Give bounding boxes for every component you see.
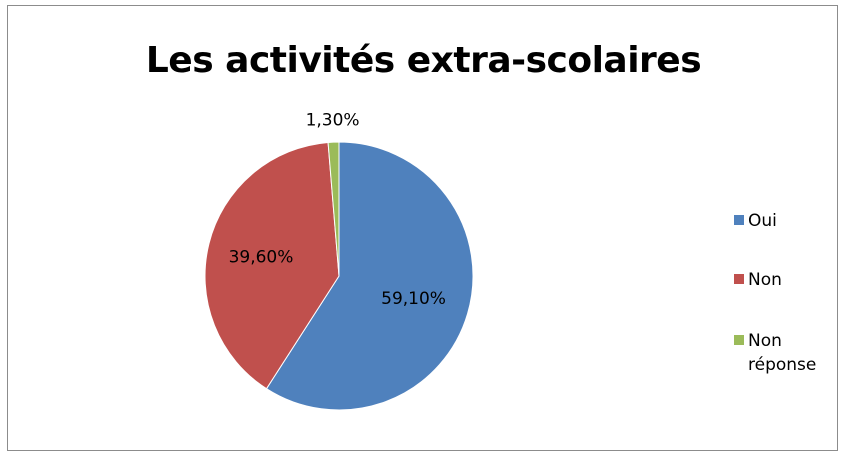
legend-label-oui: Oui: [748, 211, 777, 231]
slice-non-reponse: [327, 141, 340, 277]
pie-chart: 59,10% 39,60% 1,30%: [204, 110, 474, 411]
slice-non: [204, 141, 340, 390]
legend-swatch-non-reponse: [734, 335, 744, 345]
slice-oui: [265, 141, 474, 411]
data-label-non: 39,60%: [229, 247, 294, 267]
legend-swatch-non: [734, 274, 744, 284]
legend-label-non-reponse: Non réponse: [748, 331, 817, 375]
legend-swatch-oui: [734, 215, 744, 225]
data-label-oui: 59,10%: [381, 289, 446, 309]
legend-label-non: Non: [748, 270, 782, 290]
chart-title: Les activités extra-scolaires: [145, 40, 702, 81]
chart-area: Les activités extra-scolaires 59,10% 39,6…: [7, 5, 838, 451]
data-label-non-reponse: 1,30%: [306, 110, 360, 130]
